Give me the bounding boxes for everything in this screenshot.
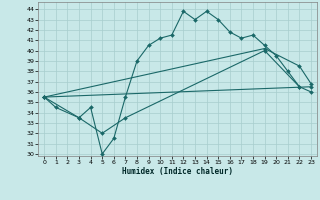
X-axis label: Humidex (Indice chaleur): Humidex (Indice chaleur) bbox=[122, 167, 233, 176]
